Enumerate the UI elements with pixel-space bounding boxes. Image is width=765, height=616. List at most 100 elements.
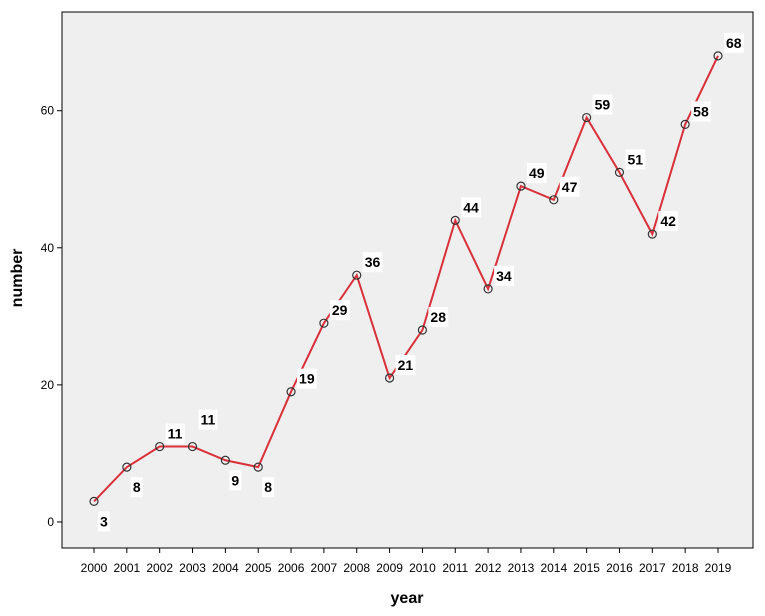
data-label: 8 xyxy=(262,477,275,498)
data-label-text: 51 xyxy=(627,151,643,167)
data-label-text: 49 xyxy=(529,165,545,181)
data-label-text: 47 xyxy=(562,179,578,195)
data-label-box xyxy=(494,265,514,286)
data-label-text: 8 xyxy=(133,479,141,495)
data-label-text: 42 xyxy=(660,213,676,229)
y-tick-label: 0 xyxy=(47,515,54,529)
x-tick-label: 2014 xyxy=(540,561,567,575)
data-label: 44 xyxy=(461,197,482,218)
data-point xyxy=(483,284,493,294)
data-label: 19 xyxy=(297,368,317,389)
data-label: 68 xyxy=(724,32,744,53)
x-tick-label: 2016 xyxy=(606,561,633,575)
data-label-box xyxy=(691,101,711,122)
x-tick-label: 2009 xyxy=(376,561,403,575)
data-label: 58 xyxy=(691,101,711,122)
x-axis-title: year xyxy=(391,590,424,607)
data-label-box xyxy=(658,211,679,232)
series-markers xyxy=(89,51,723,506)
data-label-box xyxy=(130,477,143,498)
data-point xyxy=(384,373,395,383)
data-label-box xyxy=(526,163,547,184)
data-label-box xyxy=(229,470,242,491)
x-tick-label: 2018 xyxy=(672,561,699,575)
data-label: 51 xyxy=(625,149,646,170)
data-label-text: 44 xyxy=(463,199,479,215)
x-tick-label: 2011 xyxy=(442,561,468,575)
x-axis-ticks: 2000 2001 2002 2003 2004 2005 2006 2007 2008 2009… xyxy=(81,548,732,575)
data-label-box xyxy=(329,300,350,321)
data-label: 8 xyxy=(130,477,143,498)
data-label-text: 58 xyxy=(693,103,709,119)
data-label-text: 21 xyxy=(398,357,414,373)
y-tick-label: 20 xyxy=(41,378,55,392)
data-label-text: 36 xyxy=(365,254,381,270)
data-label-box xyxy=(98,511,110,532)
data-point xyxy=(155,441,165,452)
x-tick-label: 2007 xyxy=(311,561,338,575)
data-point xyxy=(286,387,296,397)
data-label: 59 xyxy=(592,94,613,115)
data-point xyxy=(680,119,690,130)
y-axis-ticks: 0 20 40 60 xyxy=(41,104,62,529)
data-label: 36 xyxy=(362,252,383,273)
data-label-box xyxy=(165,423,185,444)
y-tick-label: 40 xyxy=(41,241,55,255)
data-label: 34 xyxy=(494,265,514,286)
data-label: 9 xyxy=(229,470,242,491)
data-label: 28 xyxy=(428,307,449,328)
series-line xyxy=(93,55,719,503)
data-label-box xyxy=(559,176,580,197)
data-point xyxy=(450,215,460,225)
data-label-box xyxy=(395,355,416,376)
data-label: 11 xyxy=(198,409,218,430)
data-label-box xyxy=(362,252,383,273)
data-point xyxy=(713,51,723,61)
x-tick-label: 2010 xyxy=(409,561,436,575)
data-label-text: 29 xyxy=(332,302,348,318)
data-label-text: 3 xyxy=(100,513,108,529)
x-tick-label: 2008 xyxy=(343,561,370,575)
data-label-text: 34 xyxy=(496,268,512,284)
data-label-box xyxy=(461,197,482,218)
y-tick-label: 60 xyxy=(41,104,55,118)
data-point xyxy=(582,112,592,123)
data-label-text: 11 xyxy=(168,426,183,442)
data-point xyxy=(417,325,428,335)
data-label-box xyxy=(262,477,275,498)
data-label-text: 28 xyxy=(430,309,446,325)
data-point xyxy=(253,462,263,472)
data-labels: 3 8 11 11 9 8 19 29 36 21 28 44 34 49 47 59 51 42 58 68 xyxy=(98,32,744,532)
data-label-text: 19 xyxy=(299,371,315,387)
data-label-box xyxy=(724,32,744,53)
data-label-text: 59 xyxy=(595,97,611,113)
data-label-box xyxy=(625,149,646,170)
x-tick-label: 2012 xyxy=(475,561,502,575)
data-label-text: 9 xyxy=(231,472,239,488)
x-tick-label: 2003 xyxy=(179,561,206,575)
x-tick-label: 2006 xyxy=(278,561,305,575)
data-point xyxy=(647,229,657,239)
data-label-text: 11 xyxy=(201,412,216,428)
data-label: 42 xyxy=(658,211,679,232)
data-label-text: 68 xyxy=(726,35,742,51)
data-label-box xyxy=(592,94,613,115)
y-axis-title: number xyxy=(9,249,26,308)
data-point xyxy=(187,441,198,452)
data-label-text: 8 xyxy=(264,479,272,495)
data-label: 21 xyxy=(395,355,416,376)
data-label: 3 xyxy=(98,511,110,532)
x-tick-label: 2001 xyxy=(113,561,140,575)
x-tick-label: 2015 xyxy=(573,561,600,575)
x-tick-label: 2002 xyxy=(146,561,173,575)
data-point xyxy=(352,270,362,280)
x-tick-label: 2000 xyxy=(81,561,108,575)
data-label-box xyxy=(297,368,317,389)
x-tick-label: 2005 xyxy=(245,561,272,575)
data-point xyxy=(122,462,132,472)
x-tick-label: 2013 xyxy=(508,561,535,575)
data-point xyxy=(319,318,329,328)
x-tick-label: 2004 xyxy=(212,561,239,575)
x-tick-label: 2017 xyxy=(639,561,666,575)
